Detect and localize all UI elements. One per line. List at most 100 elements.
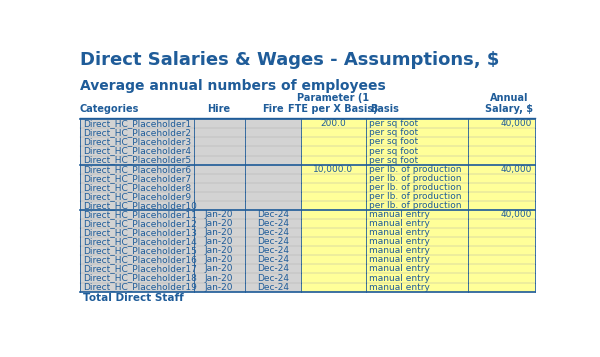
Bar bbox=[245, 146, 301, 156]
Bar bbox=[194, 219, 245, 228]
Bar bbox=[245, 119, 301, 128]
Text: Categories: Categories bbox=[80, 104, 139, 114]
Text: per sq foot: per sq foot bbox=[370, 129, 418, 137]
Text: 40,000: 40,000 bbox=[500, 165, 532, 174]
Text: Jan-20: Jan-20 bbox=[205, 273, 233, 282]
Text: Direct_HC_Placeholder8: Direct_HC_Placeholder8 bbox=[83, 183, 191, 192]
Bar bbox=[80, 137, 194, 146]
Text: Jan-20: Jan-20 bbox=[205, 255, 233, 265]
Bar bbox=[468, 201, 535, 210]
Text: Hire: Hire bbox=[208, 104, 231, 114]
Text: Direct_HC_Placeholder4: Direct_HC_Placeholder4 bbox=[83, 146, 191, 156]
Bar bbox=[80, 146, 194, 156]
Text: 200.0: 200.0 bbox=[320, 119, 346, 128]
Bar bbox=[301, 282, 365, 292]
Bar bbox=[301, 201, 365, 210]
Bar bbox=[194, 146, 245, 156]
Bar bbox=[301, 210, 365, 219]
Bar bbox=[301, 237, 365, 246]
Bar bbox=[245, 273, 301, 282]
Text: Dec-24: Dec-24 bbox=[257, 228, 289, 237]
Bar bbox=[80, 165, 194, 174]
Bar bbox=[245, 219, 301, 228]
Bar bbox=[301, 119, 365, 128]
Text: Average annual numbers of employees: Average annual numbers of employees bbox=[80, 79, 385, 92]
Text: Jan-20: Jan-20 bbox=[205, 246, 233, 255]
Text: Total Direct Staff: Total Direct Staff bbox=[83, 293, 184, 303]
Bar bbox=[468, 119, 535, 128]
Text: Dec-24: Dec-24 bbox=[257, 219, 289, 228]
Bar bbox=[80, 282, 194, 292]
Bar bbox=[301, 183, 365, 192]
Bar bbox=[365, 237, 468, 246]
Bar bbox=[365, 156, 468, 165]
Text: Direct_HC_Placeholder17: Direct_HC_Placeholder17 bbox=[83, 265, 197, 273]
Bar bbox=[365, 192, 468, 201]
Text: Jan-20: Jan-20 bbox=[205, 219, 233, 228]
Bar bbox=[468, 174, 535, 183]
Bar bbox=[301, 265, 365, 273]
Bar bbox=[194, 228, 245, 237]
Bar bbox=[194, 156, 245, 165]
Bar bbox=[365, 119, 468, 128]
Text: Basis: Basis bbox=[370, 104, 399, 114]
Text: manual entry: manual entry bbox=[370, 219, 430, 228]
Bar bbox=[245, 255, 301, 265]
Text: manual entry: manual entry bbox=[370, 273, 430, 282]
Bar bbox=[301, 273, 365, 282]
Text: Dec-24: Dec-24 bbox=[257, 283, 289, 292]
Bar bbox=[245, 210, 301, 219]
Bar bbox=[365, 165, 468, 174]
Bar bbox=[468, 273, 535, 282]
Bar bbox=[245, 183, 301, 192]
Bar bbox=[301, 165, 365, 174]
Bar bbox=[365, 273, 468, 282]
Bar bbox=[245, 228, 301, 237]
Bar bbox=[468, 183, 535, 192]
Text: per sq foot: per sq foot bbox=[370, 146, 418, 156]
Bar bbox=[468, 192, 535, 201]
Bar bbox=[194, 165, 245, 174]
Bar bbox=[80, 255, 194, 265]
Text: per sq foot: per sq foot bbox=[370, 119, 418, 128]
Bar bbox=[365, 183, 468, 192]
Bar bbox=[194, 210, 245, 219]
Bar bbox=[80, 228, 194, 237]
Bar bbox=[245, 165, 301, 174]
Text: Dec-24: Dec-24 bbox=[257, 265, 289, 273]
Bar bbox=[301, 156, 365, 165]
Bar bbox=[245, 282, 301, 292]
Text: Direct_HC_Placeholder13: Direct_HC_Placeholder13 bbox=[83, 228, 197, 237]
Bar bbox=[194, 174, 245, 183]
Text: Direct_HC_Placeholder3: Direct_HC_Placeholder3 bbox=[83, 137, 191, 146]
Bar bbox=[365, 128, 468, 137]
Bar bbox=[80, 174, 194, 183]
Bar bbox=[365, 246, 468, 255]
Bar bbox=[245, 156, 301, 165]
Text: per sq foot: per sq foot bbox=[370, 156, 418, 165]
Bar bbox=[80, 273, 194, 282]
Bar bbox=[365, 255, 468, 265]
Text: Direct_HC_Placeholder9: Direct_HC_Placeholder9 bbox=[83, 192, 191, 201]
Bar bbox=[365, 146, 468, 156]
Text: Direct_HC_Placeholder16: Direct_HC_Placeholder16 bbox=[83, 255, 197, 265]
Text: per sq foot: per sq foot bbox=[370, 137, 418, 146]
Bar bbox=[80, 192, 194, 201]
Bar bbox=[468, 210, 535, 219]
Bar bbox=[80, 237, 194, 246]
Bar bbox=[468, 228, 535, 237]
Bar bbox=[468, 255, 535, 265]
Text: Jan-20: Jan-20 bbox=[205, 237, 233, 246]
Bar bbox=[301, 219, 365, 228]
Text: Direct_HC_Placeholder2: Direct_HC_Placeholder2 bbox=[83, 129, 191, 137]
Bar bbox=[245, 246, 301, 255]
Bar bbox=[365, 174, 468, 183]
Text: per lb. of production: per lb. of production bbox=[370, 174, 462, 183]
Bar bbox=[468, 282, 535, 292]
Bar bbox=[194, 273, 245, 282]
Bar bbox=[245, 237, 301, 246]
Text: per lb. of production: per lb. of production bbox=[370, 192, 462, 201]
Text: manual entry: manual entry bbox=[370, 255, 430, 265]
Bar bbox=[468, 137, 535, 146]
Bar bbox=[365, 210, 468, 219]
